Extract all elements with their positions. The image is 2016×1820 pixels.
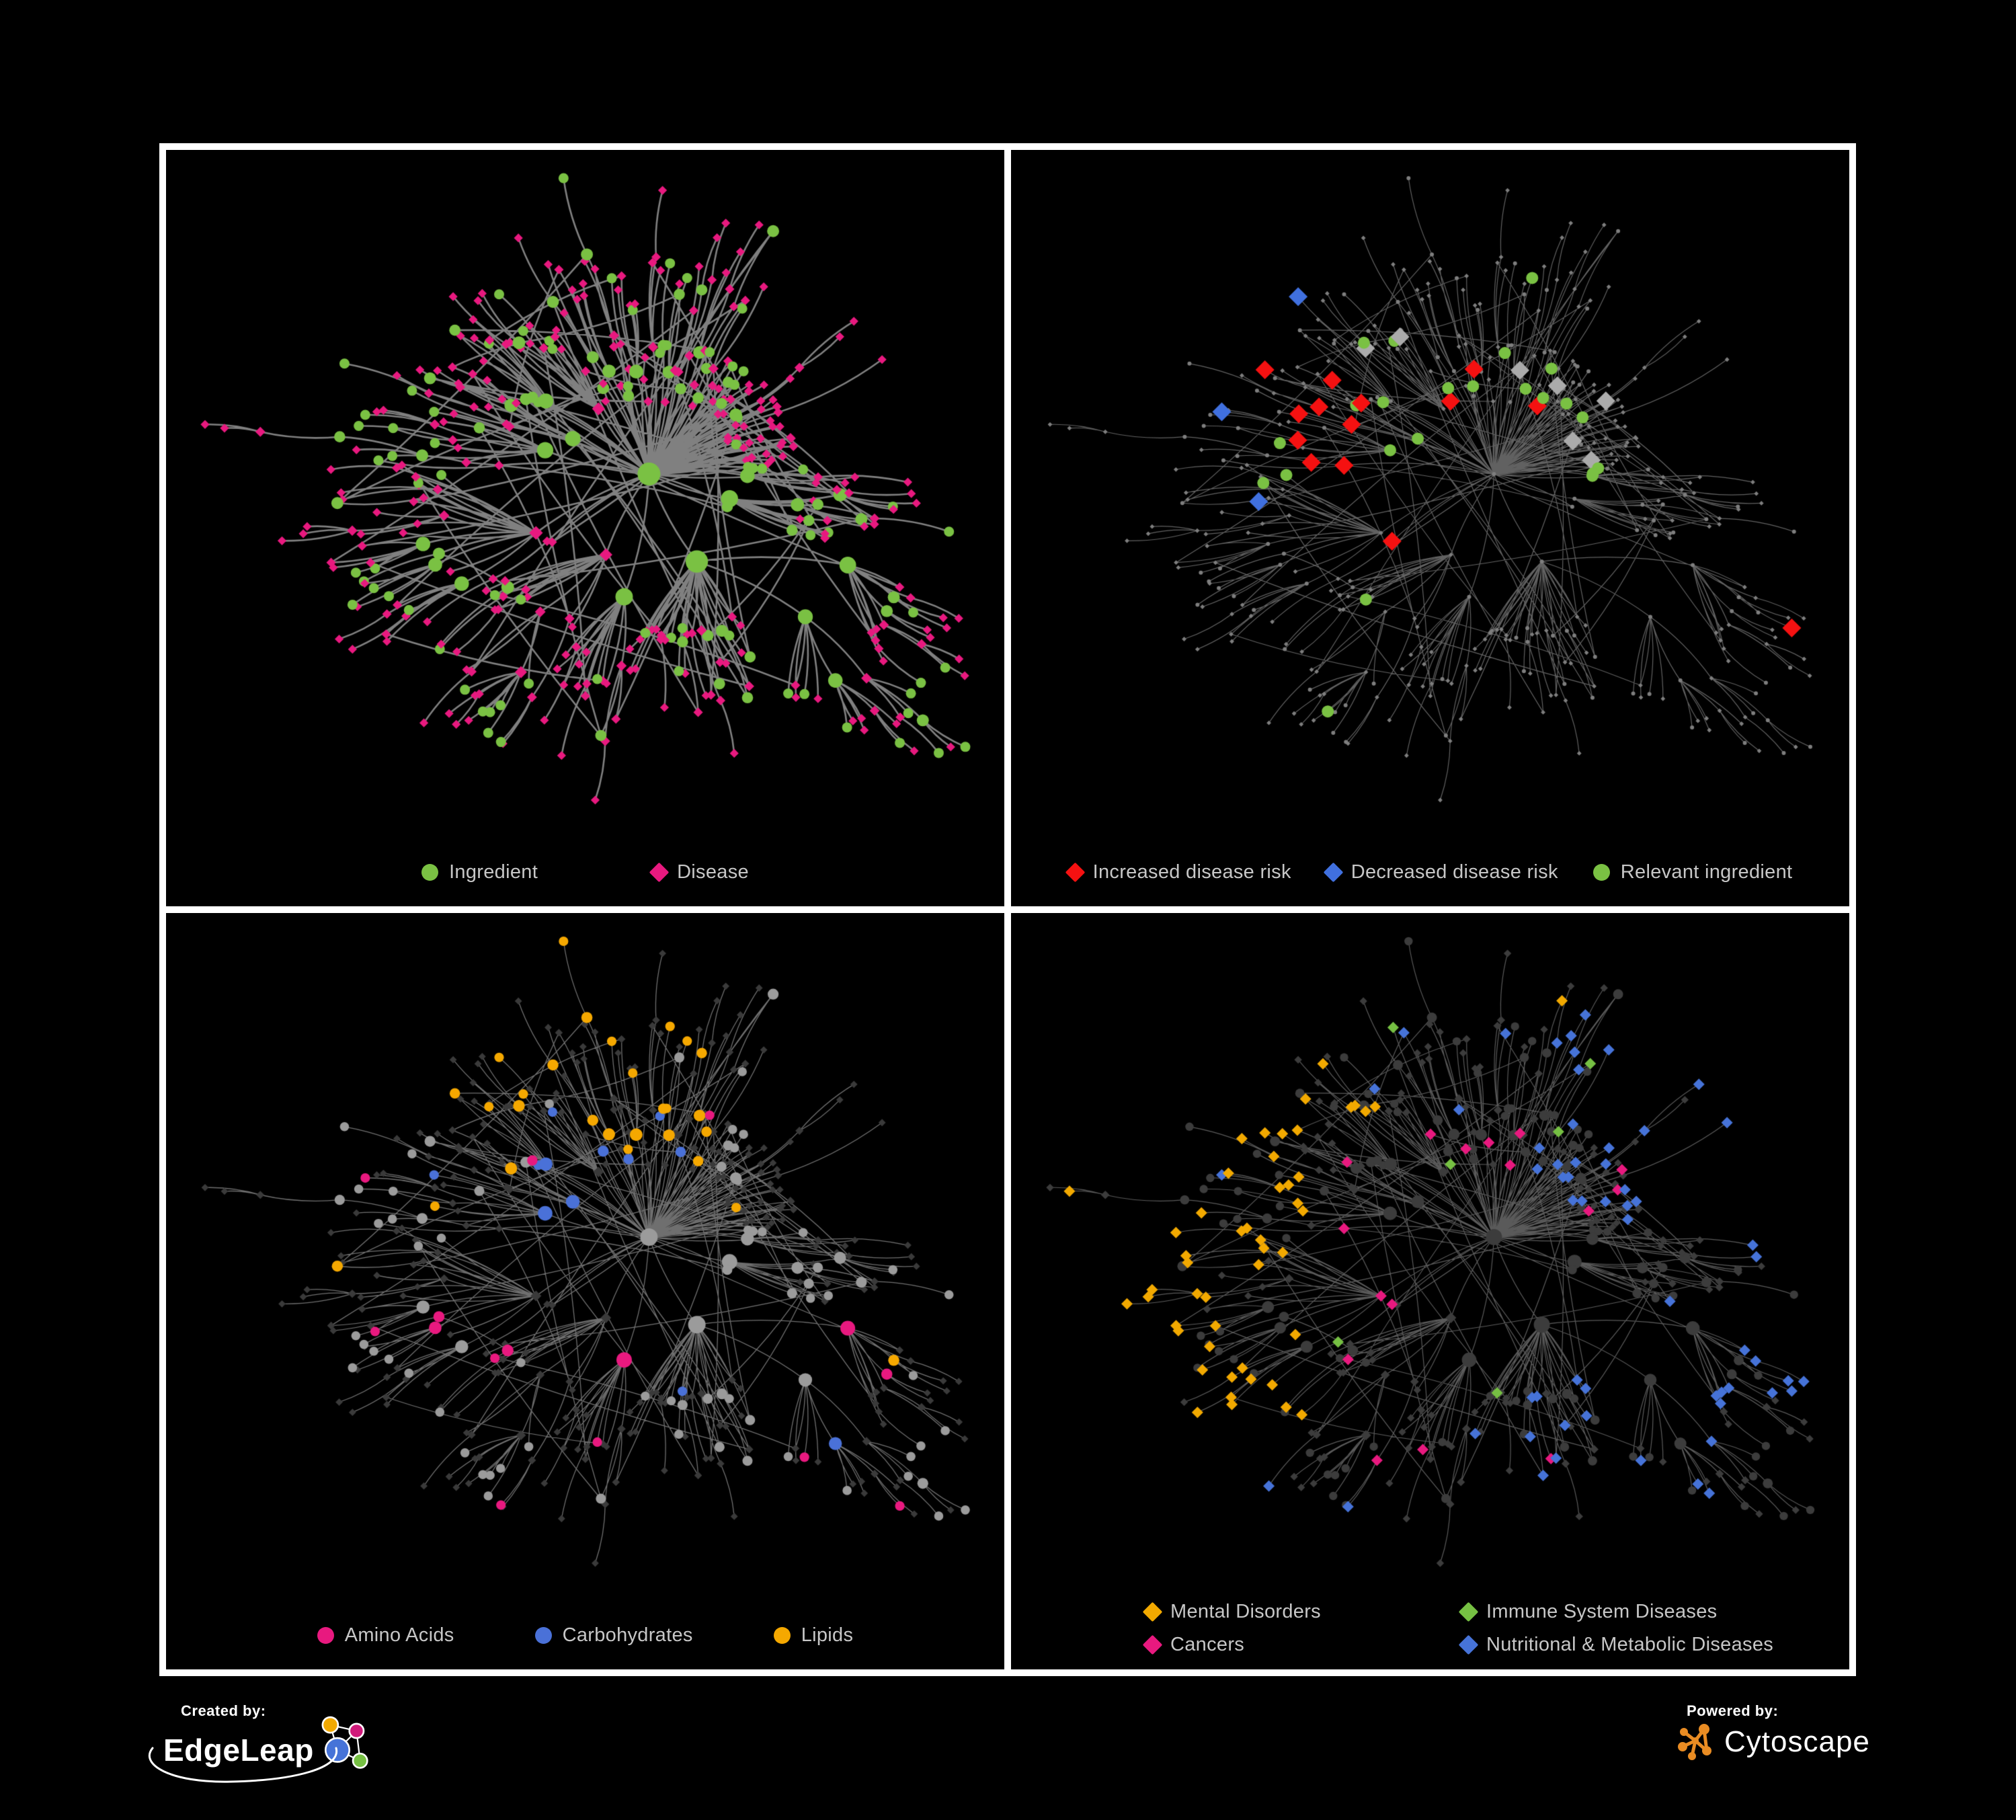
legend-item-decreased-disease-risk: Decreased disease risk: [1323, 861, 1558, 883]
legend-nutrient-classes: Amino Acids Carbohydrates Lipids: [166, 1624, 1004, 1647]
diamond-swatch-icon: [1323, 862, 1344, 883]
legend-item-relevant-ingredient: Relevant ingredient: [1592, 861, 1793, 883]
edgeleap-credit: Created by: EdgeLeap: [148, 1702, 373, 1803]
cytoscape-credit: Powered by: Cytoscape: [1677, 1702, 1946, 1796]
four-panel-grid: Ingredient Disease Increased disease risk…: [159, 143, 1856, 1676]
created-by-label: Created by:: [181, 1702, 266, 1719]
legend-label: Carbohydrates: [562, 1624, 693, 1646]
diamond-swatch-icon: [1458, 1634, 1479, 1655]
edgeleap-network-icon: [321, 1716, 368, 1769]
circle-swatch-icon: [534, 1627, 552, 1644]
network-canvas-nutrient-classes: [166, 913, 1004, 1669]
network-canvas-disease-categories: [1011, 913, 1849, 1669]
legend-label: Immune System Diseases: [1486, 1601, 1718, 1622]
legend-item-carbohydrates: Carbohydrates: [534, 1624, 693, 1647]
legend-ingredient-disease: Ingredient Disease: [166, 861, 1004, 883]
legend-item-immune-system-diseases: Immune System Diseases: [1458, 1601, 1773, 1623]
legend-label: Lipids: [801, 1624, 854, 1646]
circle-swatch-icon: [1592, 864, 1610, 881]
legend-label: Amino Acids: [344, 1624, 454, 1646]
diamond-swatch-icon: [1065, 862, 1085, 883]
circle-swatch-icon: [421, 864, 439, 881]
diamond-swatch-icon: [1142, 1601, 1163, 1622]
legend-label: Mental Disorders: [1170, 1601, 1321, 1622]
legend-disease-categories: Mental Disorders Immune System Diseases Ca…: [1142, 1601, 1849, 1656]
legend-item-nutritional-metabolic-diseases: Nutritional & Metabolic Diseases: [1458, 1634, 1774, 1656]
edgeleap-wordmark: EdgeLeap: [163, 1733, 314, 1768]
legend-item-amino-acids: Amino Acids: [317, 1624, 454, 1647]
legend-label: Nutritional & Metabolic Diseases: [1486, 1634, 1774, 1655]
legend-label: Disease: [677, 861, 749, 883]
legend-disease-risk: Increased disease risk Decreased disease …: [1011, 861, 1849, 883]
legend-item-lipids: Lipids: [773, 1624, 854, 1647]
circle-swatch-icon: [773, 1627, 791, 1644]
network-canvas-ingredient-disease: [166, 150, 1004, 906]
legend-label: Cancers: [1170, 1634, 1245, 1655]
cytoscape-network-icon: [1678, 1724, 1711, 1760]
network-canvas-disease-risk: [1011, 150, 1849, 906]
panel-nutrient-classes: Amino Acids Carbohydrates Lipids: [166, 913, 1004, 1669]
legend-label: Relevant ingredient: [1620, 861, 1793, 883]
edgeleap-brand-row: EdgeLeap: [151, 1716, 373, 1779]
legend-label: Decreased disease risk: [1350, 861, 1558, 883]
diamond-swatch-icon: [649, 862, 670, 883]
legend-item-mental-disorders: Mental Disorders: [1142, 1601, 1461, 1623]
legend-item-cancers: Cancers: [1142, 1634, 1461, 1656]
legend-item-disease: Disease: [649, 861, 749, 883]
panel-ingredient-disease: Ingredient Disease: [166, 150, 1004, 906]
circle-swatch-icon: [317, 1627, 334, 1644]
panel-disease-risk: Increased disease risk Decreased disease …: [1011, 150, 1849, 906]
cytoscape-wordmark: Cytoscape: [1724, 1725, 1870, 1758]
legend-label: Increased disease risk: [1092, 861, 1291, 883]
panel-disease-categories: Mental Disorders Immune System Diseases Ca…: [1011, 913, 1849, 1669]
legend-item-ingredient: Ingredient: [421, 861, 538, 883]
legend-item-increased-disease-risk: Increased disease risk: [1065, 861, 1291, 883]
diamond-swatch-icon: [1142, 1634, 1163, 1655]
legend-label: Ingredient: [449, 861, 538, 883]
powered-by-label: Powered by:: [1687, 1702, 1779, 1719]
diamond-swatch-icon: [1458, 1601, 1479, 1622]
cytoscape-brand-row: Cytoscape: [1677, 1723, 1946, 1762]
